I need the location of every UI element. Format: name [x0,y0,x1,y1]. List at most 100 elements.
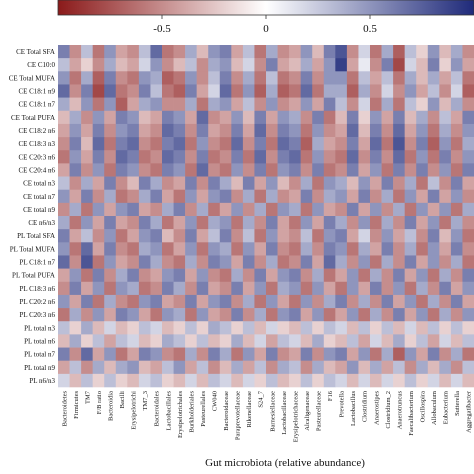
row-label: PL C18:3 n6 [19,285,55,293]
heatmap-cell [150,360,163,375]
heatmap-cell [427,321,440,335]
heatmap-cell [370,281,382,296]
heatmap-cell [138,97,151,112]
row-label: CE C18:3 n3 [18,140,55,148]
heatmap-cell [335,176,348,190]
heatmap-cell [196,176,209,190]
heatmap-cell [381,281,394,296]
heatmap-cell [439,242,452,256]
heatmap-cell [439,163,452,177]
heatmap-cell [92,321,105,335]
heatmap-cell [208,176,221,190]
heatmap-cell [92,45,105,59]
heatmap-cell [173,202,186,217]
heatmap-cell [208,321,221,335]
heatmap-cell [346,71,359,85]
heatmap-cell [254,150,267,164]
heatmap-cell [439,294,452,309]
heatmap-cell [196,334,209,348]
heatmap-cell [81,281,93,296]
heatmap-cell [346,163,359,177]
heatmap-cell [358,308,371,322]
heatmap-cell [358,150,371,164]
heatmap-cell [185,110,197,125]
heatmap-cell [300,202,313,217]
heatmap-cell [312,334,325,348]
heatmap-cell [358,202,371,217]
heatmap-cell [416,58,429,72]
heatmap-cell [450,123,463,138]
heatmap-cell [462,189,474,204]
heatmap-cell [208,294,221,309]
heatmap-cell [335,360,348,375]
heatmap-cell [358,97,371,112]
heatmap-cell [69,58,82,72]
heatmap-cell [162,242,174,256]
heatmap-cell [81,360,93,375]
heatmap-cell [196,137,209,151]
heatmap-cell [81,229,93,243]
heatmap-cell [185,176,197,190]
heatmap-cell [323,242,336,256]
heatmap-cell [104,137,117,151]
heatmap-cell [381,255,394,269]
heatmap-cell [208,202,221,217]
row-label: PL Total SFA [17,232,55,240]
heatmap-cell [370,308,382,322]
heatmap-cell [104,150,117,164]
heatmap-cell [393,294,405,309]
heatmap-cell [416,163,429,177]
column-label: Bacteroidales [154,391,161,427]
heatmap-cell [370,123,382,138]
heatmap-cell [254,242,267,256]
heatmap-cell [173,268,186,283]
heatmap-cell [69,110,82,125]
heatmap-cell [289,360,301,375]
heatmap-cell [185,373,197,388]
row-label: PL total n7 [24,351,55,359]
heatmap-cell [231,373,244,388]
heatmap-cell [242,45,255,59]
heatmap-cell [462,45,474,59]
heatmap-cell [242,137,255,151]
heatmap-cell [115,58,128,72]
heatmap-cell [208,373,221,388]
heatmap-cell [138,308,151,322]
heatmap-cell [254,360,267,375]
heatmap-cell [150,45,163,59]
heatmap-cell [439,110,452,125]
heatmap-cell [450,176,463,190]
heatmap-cell [185,202,197,217]
heatmap-cell [162,216,174,230]
heatmap-cell [92,268,105,283]
heatmap-cell [81,110,93,125]
heatmap-cell [185,163,197,177]
heatmap-cell [381,84,394,98]
heatmap-cell [81,45,93,59]
heatmap-cell [346,137,359,151]
heatmap-cell [231,281,244,296]
heatmap-cells [58,45,474,388]
heatmap-cell [115,373,128,388]
heatmap-cell [312,281,325,296]
column-label: Alcaligenaceae [304,391,311,431]
heatmap-cell [439,360,452,375]
heatmap-cell [462,229,474,243]
heatmap-cell [358,294,371,309]
heatmap-cell [393,360,405,375]
heatmap-cell [312,150,325,164]
heatmap-cell [208,268,221,283]
heatmap-cell [162,71,174,85]
heatmap-cell [335,373,348,388]
heatmap-cell [404,123,417,138]
heatmap-cell [185,45,197,59]
heatmap-cell [219,84,232,98]
heatmap-cell [127,150,140,164]
heatmap-cell [462,360,474,375]
heatmap-cell [393,176,405,190]
heatmap-cell [138,202,151,217]
heatmap-cell [185,268,197,283]
heatmap-cell [370,321,382,335]
column-label: CW040 [212,391,219,411]
heatmap-cell [277,229,290,243]
